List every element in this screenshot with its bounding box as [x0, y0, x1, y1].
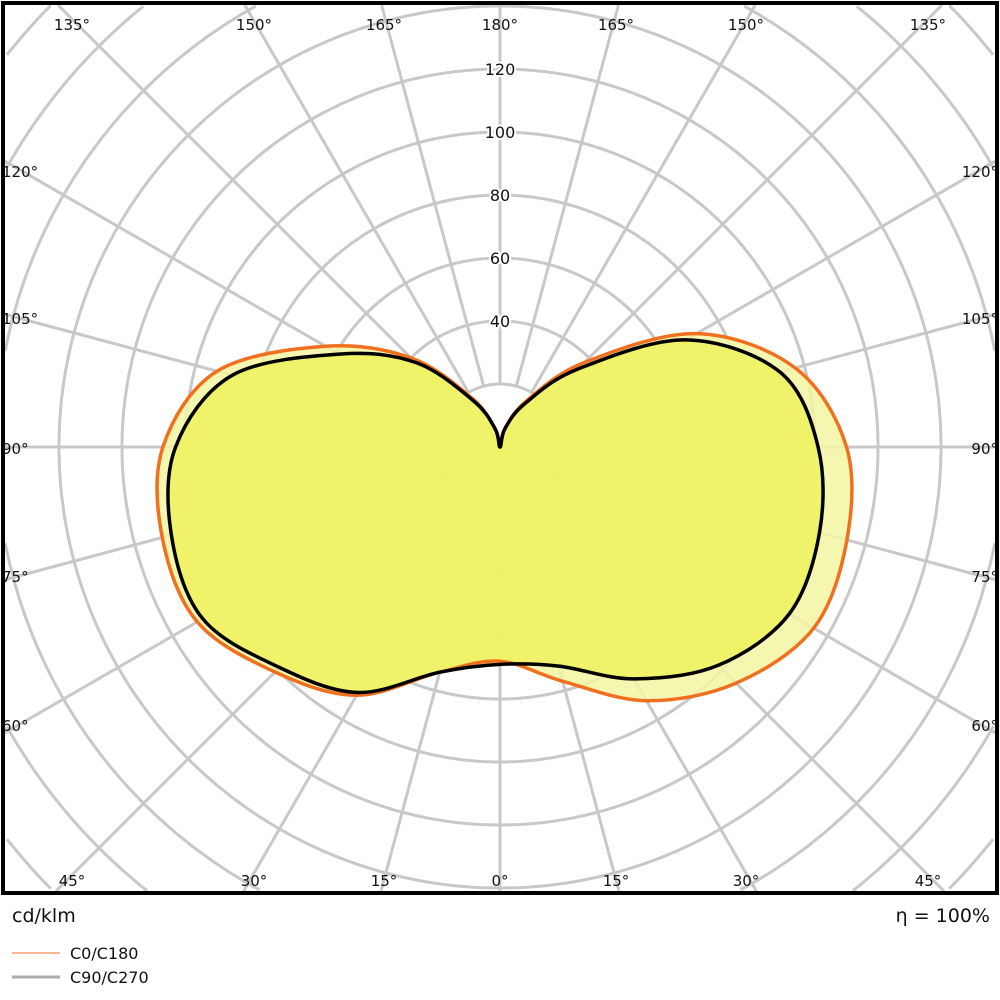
series-line-c0-c180 — [155, 331, 854, 703]
fill-c90-c270 — [167, 339, 824, 693]
angle-tick-label-left: 75° — [2, 568, 29, 586]
angle-tick-label-bottom: 30° — [733, 872, 760, 890]
angle-tick-label-left: 120° — [2, 163, 38, 181]
grid-spoke-195 — [380, 4, 486, 387]
radial-tick-label: 100 — [485, 123, 516, 142]
angle-tick-label-bottom: 45° — [915, 872, 942, 890]
angle-tick-label-left: 105° — [2, 310, 38, 328]
grid-spoke-225 — [56, 3, 457, 404]
angle-tick-label-top: 150° — [236, 16, 272, 34]
series-line-c90-c270 — [166, 338, 825, 695]
legend-label-c90-c270: C90/C270 — [70, 968, 149, 987]
angle-tick-label-right: 120° — [962, 163, 998, 181]
angle-tick-label-top: 165° — [366, 16, 402, 34]
grid-spoke-135 — [543, 3, 944, 404]
angle-tick-labels: 45° 30° 15° 0° 15° 30° 45° 135° 150° 165° 180° 165°… — [2, 16, 998, 890]
angle-tick-label-left: 90° — [2, 440, 29, 458]
radial-tick-label: 60 — [490, 249, 510, 268]
angle-tick-label-bottom: 15° — [603, 872, 630, 890]
curves — [155, 331, 854, 703]
angle-tick-label-left: 60° — [2, 717, 29, 735]
radial-tick-label: 80 — [490, 186, 510, 205]
grid-spoke-210 — [243, 4, 470, 394]
angle-tick-label-bottom: 30° — [241, 872, 268, 890]
angle-tick-label-right: 75° — [971, 568, 998, 586]
efficiency-label: η = 100% — [896, 905, 990, 927]
angle-tick-label-top: 180° — [482, 16, 518, 34]
grid-spoke-150 — [530, 4, 757, 394]
angle-tick-label-bottom: 45° — [59, 872, 86, 890]
radial-tick-label: 120 — [485, 60, 516, 79]
grid-ring-180 — [5, 5, 995, 892]
legend: C0/C180 C90/C270 — [12, 944, 149, 987]
angle-tick-label-top: 150° — [728, 16, 764, 34]
angle-tick-label-bottom: 15° — [371, 872, 398, 890]
angle-tick-label-right: 60° — [971, 717, 998, 735]
legend-label-c0-c180: C0/C180 — [70, 944, 138, 963]
angle-tick-label-top: 135° — [910, 16, 946, 34]
radial-tick-labels: 40 60 80 100 120 — [483, 58, 518, 333]
grid-spoke-165 — [514, 4, 620, 387]
angle-tick-label-top: 135° — [54, 16, 90, 34]
grid-ring-200 — [5, 4, 995, 890]
angle-tick-label-bottom: 0° — [491, 872, 508, 890]
radial-tick-label: 40 — [490, 312, 510, 331]
angle-tick-label-right: 90° — [971, 440, 998, 458]
angle-tick-label-right: 105° — [962, 310, 998, 328]
grid-ring-160 — [3, 4, 997, 892]
plot-frame — [1, 1, 999, 895]
unit-label: cd/klm — [12, 905, 76, 927]
angle-tick-label-top: 165° — [598, 16, 634, 34]
